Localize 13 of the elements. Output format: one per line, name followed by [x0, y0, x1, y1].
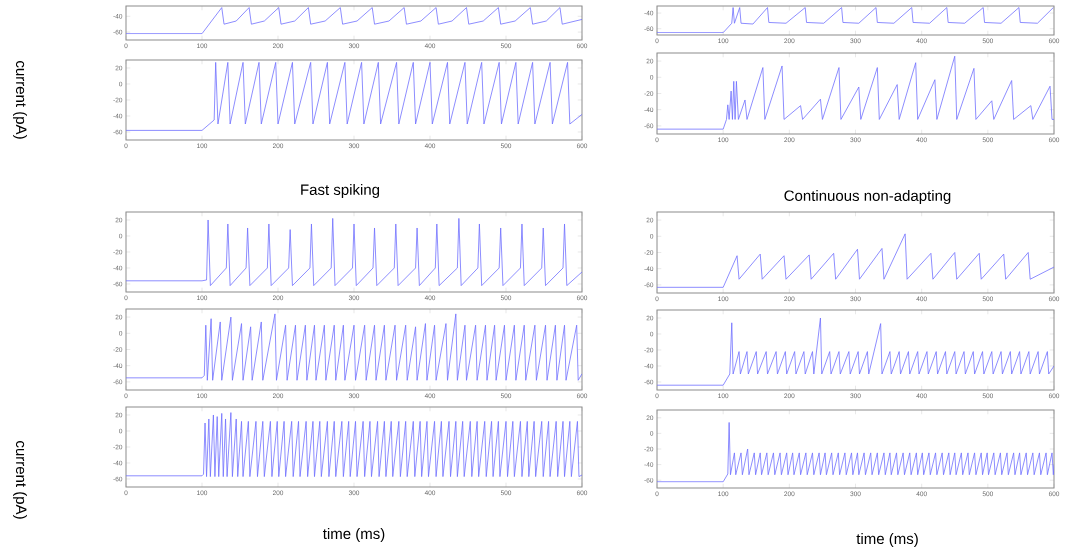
x-axis-title: time (ms) — [856, 533, 918, 547]
line-series — [657, 422, 1054, 483]
y-axis-title: current (pA) — [13, 61, 27, 139]
line-series — [657, 7, 1054, 34]
line-series — [126, 7, 582, 35]
y-axis-title: current (pA) — [13, 441, 27, 519]
chart-title: Continuous non-adapting — [784, 190, 951, 204]
line-series — [657, 55, 1054, 130]
x-axis-title: time (ms) — [322, 528, 385, 542]
line-series — [126, 61, 582, 131]
chart-title: Fast spiking — [301, 184, 380, 198]
line-series — [657, 233, 1054, 288]
line-series — [126, 313, 582, 381]
